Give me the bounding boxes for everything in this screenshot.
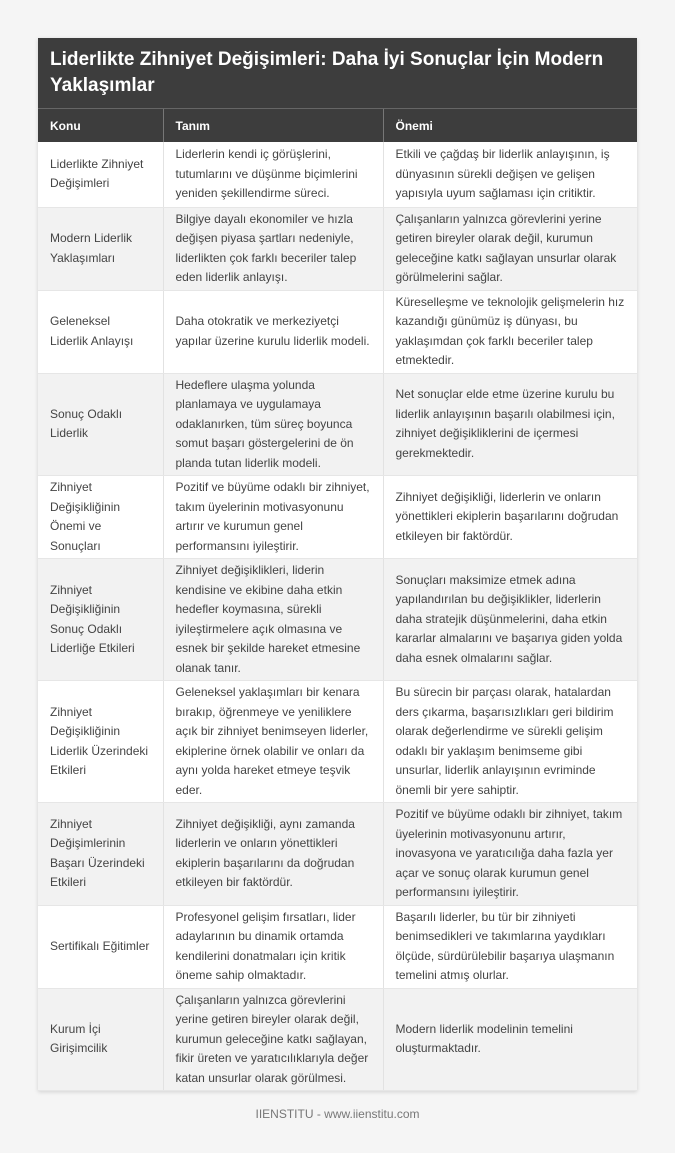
table-row: Zihniyet Değişikliğinin Önemi ve Sonuçla… [38,475,637,559]
table-row: Modern Liderlik Yaklaşımları Bilgiye daya… [38,207,637,291]
data-table: Konu Tanım Önemi Liderlikte Zihniyet Değ… [38,109,637,1091]
cell-tanim: Bilgiye dayalı ekonomiler ve hızla değiş… [163,207,384,291]
table-row: Liderlikte Zihniyet Değişimleri Liderleri… [38,142,637,208]
cell-konu: Zihniyet Değişikliğinin Sonuç Odaklı Lid… [38,558,164,681]
cell-onemi: Modern liderlik modelinin temelini oluşt… [383,988,637,1091]
cell-tanim: Daha otokratik ve merkeziyetçi yapılar ü… [163,290,384,374]
cell-tanim: Çalışanların yalnızca görevlerini yerine… [163,988,384,1091]
cell-onemi: Çalışanların yalnızca görevlerini yerine… [383,207,637,291]
cell-konu: Kurum İçi Girişimcilik [38,988,164,1091]
cell-onemi: Pozitif ve büyüme odaklı bir zihniyet, t… [383,802,637,906]
table-row: Zihniyet Değişikliğinin Sonuç Odaklı Lid… [38,558,637,681]
cell-tanim: Pozitif ve büyüme odaklı bir zihniyet, t… [163,475,384,559]
header-row: Konu Tanım Önemi [38,109,637,142]
cell-tanim: Zihniyet değişiklikleri, liderin kendisi… [163,558,384,681]
cell-onemi: Başarılı liderler, bu tür bir zihniyeti … [383,905,637,989]
cell-konu: Zihniyet Değişimlerinin Başarı Üzerindek… [38,802,164,906]
cell-konu: Zihniyet Değişikliğinin Önemi ve Sonuçla… [38,475,164,559]
table-title: Liderlikte Zihniyet Değişimleri: Daha İy… [38,38,637,109]
header-tanim: Tanım [163,109,384,142]
cell-tanim: Liderlerin kendi iç görüşlerini, tutumla… [163,142,384,208]
cell-onemi: Sonuçları maksimize etmek adına yapıland… [383,558,637,681]
cell-onemi: Bu sürecin bir parçası olarak, hatalarda… [383,680,637,803]
table-row: Geleneksel Liderlik Anlayışı Daha otokrat… [38,290,637,374]
table-row: Kurum İçi Girişimcilik Çalışanların yalnı… [38,988,637,1091]
table-row: Sonuç Odaklı Liderlik Hedeflere ulaşma yo… [38,373,637,476]
cell-tanim: Zihniyet değişikliği, aynı zamanda lider… [163,802,384,906]
cell-tanim: Profesyonel gelişim fırsatları, lider ad… [163,905,384,989]
footer-credit: IIENSTITU - www.iienstitu.com [255,1107,420,1121]
header-konu: Konu [38,109,164,142]
cell-konu: Modern Liderlik Yaklaşımları [38,207,164,291]
cell-onemi: Etkili ve çağdaş bir liderlik anlayışını… [383,142,637,208]
table-card: Liderlikte Zihniyet Değişimleri: Daha İy… [38,38,637,1091]
table-row: Sertifikalı Eğitimler Profesyonel gelişim… [38,905,637,989]
cell-konu: Sertifikalı Eğitimler [38,905,164,989]
cell-konu: Liderlikte Zihniyet Değişimleri [38,142,164,208]
cell-konu: Geleneksel Liderlik Anlayışı [38,290,164,374]
cell-tanim: Hedeflere ulaşma yolunda planlamaya ve u… [163,373,384,476]
header-onemi: Önemi [383,109,637,142]
cell-tanim: Geleneksel yaklaşımları bir kenara bırak… [163,680,384,803]
cell-konu: Sonuç Odaklı Liderlik [38,373,164,476]
table-row: Zihniyet Değişimlerinin Başarı Üzerindek… [38,802,637,906]
cell-onemi: Küreselleşme ve teknolojik gelişmelerin … [383,290,637,374]
cell-konu: Zihniyet Değişikliğinin Liderlik Üzerind… [38,680,164,803]
table-row: Zihniyet Değişikliğinin Liderlik Üzerind… [38,680,637,803]
cell-onemi: Zihniyet değişikliği, liderlerin ve onla… [383,475,637,559]
cell-onemi: Net sonuçlar elde etme üzerine kurulu bu… [383,373,637,476]
